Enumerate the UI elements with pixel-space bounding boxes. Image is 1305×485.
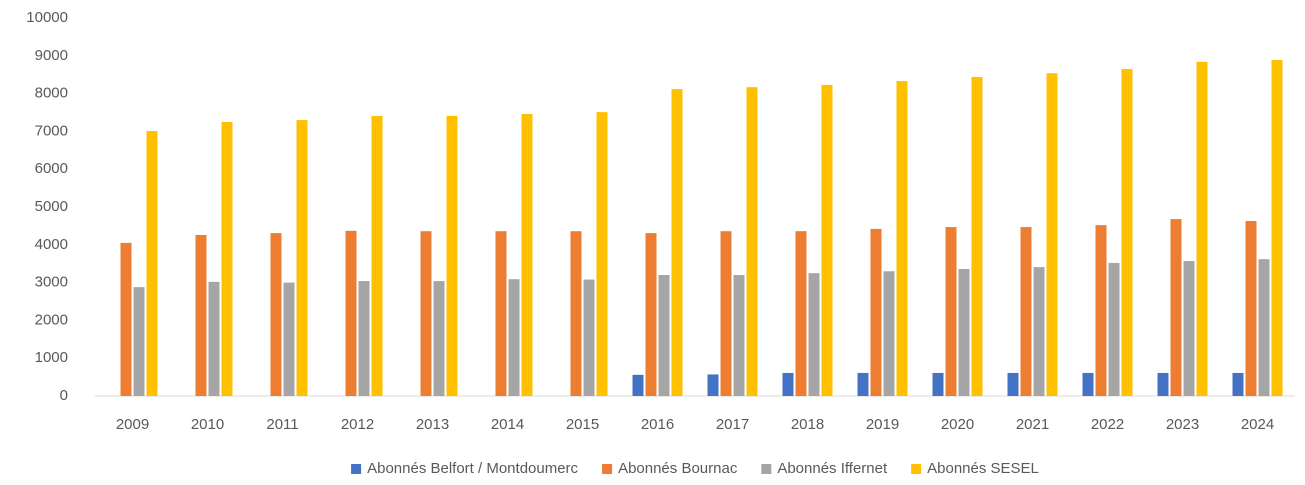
bar — [896, 81, 908, 396]
legend-label: Abonnés Belfort / Montdoumerc — [367, 460, 578, 477]
bar — [1245, 220, 1257, 396]
x-tick-label: 2015 — [566, 416, 599, 433]
bar — [133, 287, 145, 396]
bar — [932, 372, 944, 396]
bar — [420, 231, 432, 396]
bar — [857, 372, 869, 396]
bar — [958, 268, 970, 396]
bar — [945, 227, 957, 396]
bar — [208, 281, 220, 396]
x-tick-label: 2021 — [1016, 416, 1049, 433]
y-tick-label: 7000 — [35, 122, 68, 139]
bar — [433, 281, 445, 396]
bar — [270, 233, 282, 396]
bar — [707, 374, 719, 396]
legend-label: Abonnés SESEL — [927, 460, 1039, 477]
bar — [1121, 69, 1133, 396]
bar — [1095, 225, 1107, 396]
bar — [583, 279, 595, 396]
bar — [146, 131, 158, 396]
bar — [221, 121, 233, 396]
bar — [821, 84, 833, 396]
y-tick-label: 0 — [60, 387, 68, 404]
bar — [632, 374, 644, 396]
bar — [645, 233, 657, 396]
y-tick-label: 5000 — [35, 198, 68, 215]
bar — [720, 231, 732, 396]
bar — [521, 114, 533, 397]
bar — [358, 281, 370, 396]
bar — [1046, 73, 1058, 397]
y-tick-label: 1000 — [35, 349, 68, 366]
bar — [782, 372, 794, 396]
legend-swatch — [761, 464, 772, 474]
y-tick-label: 4000 — [35, 236, 68, 253]
x-tick-label: 2024 — [1241, 416, 1274, 433]
x-tick-label: 2023 — [1166, 416, 1199, 433]
x-tick-label: 2020 — [941, 416, 974, 433]
y-tick-label: 3000 — [35, 274, 68, 291]
x-tick-label: 2014 — [491, 416, 524, 433]
x-tick-label: 2013 — [416, 416, 449, 433]
legend-label: Abonnés Iffernet — [777, 460, 888, 477]
y-tick-label: 8000 — [35, 85, 68, 102]
bar — [508, 279, 520, 396]
bar — [345, 230, 357, 396]
bar — [1183, 261, 1195, 396]
bar — [120, 242, 132, 396]
bar — [296, 120, 308, 396]
y-tick-label: 10000 — [26, 9, 68, 26]
legend-swatch — [911, 464, 922, 474]
bar — [1170, 219, 1182, 396]
bar — [1020, 227, 1032, 396]
x-tick-label: 2017 — [716, 416, 749, 433]
bar — [371, 115, 383, 396]
bar — [671, 89, 683, 397]
x-tick-label: 2012 — [341, 416, 374, 433]
bar — [283, 282, 295, 396]
bar — [1007, 372, 1019, 396]
x-tick-label: 2009 — [116, 416, 149, 433]
bar — [1232, 372, 1244, 396]
y-tick-label: 6000 — [35, 160, 68, 177]
bar — [658, 275, 670, 396]
bar — [971, 76, 983, 396]
legend-swatch — [602, 464, 613, 474]
bar — [446, 115, 458, 396]
x-tick-label: 2010 — [191, 416, 224, 433]
y-tick-label: 9000 — [35, 47, 68, 64]
bar — [808, 273, 820, 396]
bar — [1157, 372, 1169, 396]
bar — [795, 231, 807, 396]
bar — [1082, 372, 1094, 396]
bar — [1271, 59, 1283, 396]
x-tick-label: 2016 — [641, 416, 674, 433]
bar — [870, 228, 882, 396]
x-tick-label: 2022 — [1091, 416, 1124, 433]
x-tick-label: 2018 — [791, 416, 824, 433]
bar — [596, 112, 608, 396]
bar — [1033, 267, 1045, 396]
bar — [1258, 259, 1270, 396]
x-tick-label: 2019 — [866, 416, 899, 433]
bar — [195, 234, 207, 396]
bar — [1108, 262, 1120, 396]
bar — [1196, 61, 1208, 397]
bar — [746, 87, 758, 396]
bar — [883, 271, 895, 396]
legend-swatch — [351, 464, 362, 474]
x-tick-label: 2011 — [266, 416, 298, 433]
bar — [570, 231, 582, 396]
bar — [733, 275, 745, 396]
bar — [495, 231, 507, 396]
y-tick-label: 2000 — [35, 311, 68, 328]
legend-label: Abonnés Bournac — [618, 460, 738, 477]
